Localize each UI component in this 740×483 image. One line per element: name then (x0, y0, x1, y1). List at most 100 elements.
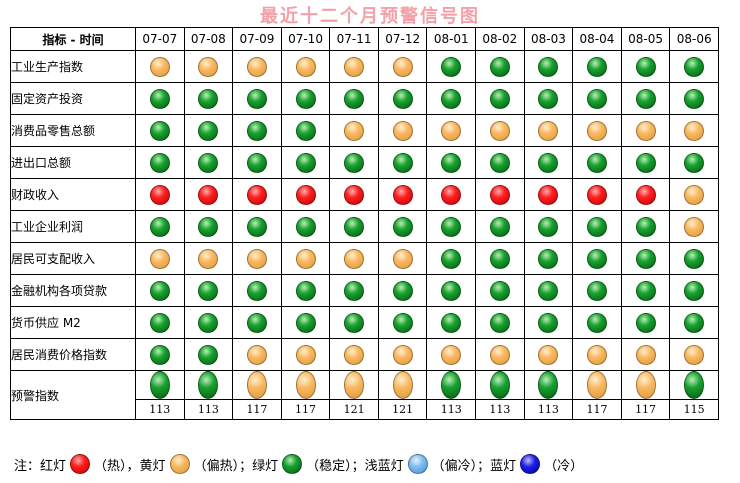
signal-green-light-icon (198, 152, 219, 173)
header-corner-label: 指标 - 时间 (10, 27, 136, 51)
table-row: 进出口总额 (10, 146, 719, 179)
signal-cell (280, 306, 331, 339)
legend-item: 浅蓝灯 （偏冷）； (365, 454, 490, 474)
warning-score-cell: 117 (280, 399, 331, 420)
signal-cell (426, 146, 477, 179)
signal-green-light-icon (635, 248, 656, 269)
table-row: 工业生产指数 (10, 50, 719, 83)
warning-index-row: 预警指数 (10, 370, 719, 420)
signal-cell (572, 370, 622, 400)
signal-cell (183, 242, 234, 275)
legend-yellow-light-icon (169, 454, 190, 474)
signal-cell (329, 146, 379, 179)
signal-green-light-icon (538, 88, 559, 109)
signal-cell (572, 114, 622, 147)
signal-yellow-light-icon (344, 371, 365, 399)
signal-yellow-light-icon (295, 371, 316, 399)
signal-yellow-light-icon (344, 120, 365, 141)
signal-green-light-icon (246, 216, 267, 237)
signal-green-light-icon (149, 120, 170, 141)
chart-title: 最近十二个月预警信号图 (260, 6, 480, 27)
signal-cell (329, 82, 379, 115)
signal-cell (523, 82, 574, 115)
month-header: 07-12 (377, 27, 428, 51)
signal-cell (280, 370, 331, 400)
legend-item: 红灯 （热）， (40, 454, 140, 474)
signal-green-light-icon (344, 312, 365, 333)
signal-cell (620, 146, 671, 179)
signal-cell (572, 178, 622, 211)
signal-cell (475, 82, 525, 115)
signal-yellow-light-icon (295, 344, 316, 365)
signal-cell (135, 210, 185, 243)
legend-label: 蓝灯 (490, 458, 517, 474)
signal-cell (523, 274, 574, 307)
signal-yellow-light-icon (538, 344, 559, 365)
warning-score-cell: 113 (426, 399, 477, 420)
signal-cell (135, 146, 185, 179)
signal-green-light-icon (635, 56, 656, 77)
indicator-label: 财政收入 (10, 178, 136, 211)
signal-green-light-icon (441, 280, 462, 301)
signal-cell (426, 82, 477, 115)
signal-green-light-icon (538, 312, 559, 333)
signal-cell (669, 146, 719, 179)
legend-label: 红灯 (40, 458, 67, 474)
signal-yellow-light-icon (392, 248, 413, 269)
signal-yellow-light-icon (586, 344, 607, 365)
signal-cell (523, 146, 574, 179)
table-row: 货币供应 M2 (10, 306, 719, 339)
table-row: 居民可支配收入 (10, 242, 719, 275)
signal-green-light-icon (489, 56, 510, 77)
indicator-label: 居民可支配收入 (10, 242, 136, 275)
signal-cell (329, 306, 379, 339)
signal-cell (280, 178, 331, 211)
signal-cell (572, 274, 622, 307)
signal-cell (669, 370, 719, 400)
signal-green-light-icon (295, 280, 316, 301)
signal-cell (620, 210, 671, 243)
signal-cell (669, 114, 719, 147)
table-row: 消费品零售总额 (10, 114, 719, 147)
signal-cell (183, 146, 234, 179)
table-row: 工业企业利润 (10, 210, 719, 243)
signal-cell (572, 210, 622, 243)
signal-green-light-icon (344, 216, 365, 237)
warning-score-cell: 117 (232, 399, 282, 420)
warning-signal-table: 指标 - 时间 07-07 07-08 07-09 07-10 07-11 07-12 08… (10, 27, 719, 420)
signal-green-light-icon (538, 280, 559, 301)
signal-cell (620, 82, 671, 115)
signal-cell (183, 306, 234, 339)
signal-green-light-icon (295, 216, 316, 237)
signal-cell (232, 210, 282, 243)
month-header: 07-08 (183, 27, 234, 51)
signal-cell (426, 370, 477, 400)
signal-green-light-icon (441, 371, 462, 399)
warning-score-cell: 113 (523, 399, 574, 420)
signal-yellow-light-icon (684, 344, 705, 365)
signal-cell (232, 178, 282, 211)
indicator-label: 固定资产投资 (10, 82, 136, 115)
indicator-label: 工业企业利润 (10, 210, 136, 243)
indicator-label: 居民消费价格指数 (10, 338, 136, 371)
legend-item: 蓝灯 （冷） (490, 454, 583, 474)
signal-cell (280, 242, 331, 275)
signal-green-light-icon (586, 248, 607, 269)
signal-cell (280, 210, 331, 243)
signal-yellow-light-icon (295, 248, 316, 269)
signal-green-light-icon (489, 312, 510, 333)
signal-yellow-light-icon (295, 56, 316, 77)
signal-green-light-icon (246, 280, 267, 301)
signal-green-light-icon (441, 248, 462, 269)
signal-cell (377, 306, 428, 339)
signal-green-light-icon (538, 152, 559, 173)
signal-yellow-light-icon (441, 344, 462, 365)
table-body: 工业生产指数 固定资产投资 消费品零售总额 进出口总额 财政收入 工业企业利润 居民可支配收… (10, 50, 719, 420)
signal-cell (183, 210, 234, 243)
signal-green-light-icon (198, 280, 219, 301)
signal-yellow-light-icon (586, 120, 607, 141)
signal-cell (329, 178, 379, 211)
month-header: 08-02 (475, 27, 525, 51)
signal-cell (183, 114, 234, 147)
warning-score-cell: 121 (377, 399, 428, 420)
